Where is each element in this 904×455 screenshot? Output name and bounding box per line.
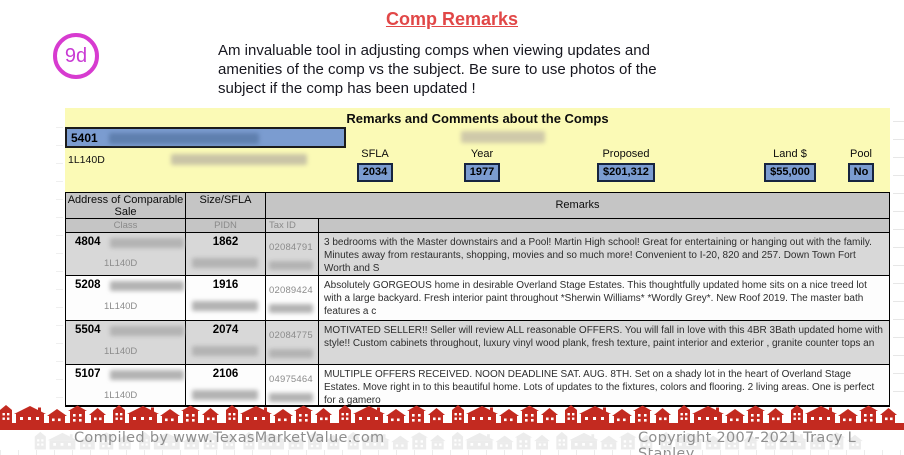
redacted-legal-description — [171, 154, 307, 165]
field-land-value[interactable]: $55,000 — [764, 163, 816, 182]
panel-title: Remarks and Comments about the Comps — [346, 111, 609, 126]
field-proposed-value[interactable]: $201,312 — [597, 163, 655, 182]
redacted-street-name — [110, 326, 184, 336]
step-badge-label: 9d — [64, 44, 88, 67]
address-number: 5107 — [75, 368, 101, 380]
size-value: 1916 — [212, 279, 239, 291]
field-pool-value[interactable]: No — [847, 163, 875, 182]
field-sfla: SFLA 2034 — [327, 148, 423, 182]
step-badge: 9d — [53, 33, 99, 79]
cell-remarks: MULTIPLE OFFERS RECEIVED. NOON DEADLINE … — [324, 369, 875, 406]
field-sfla-value[interactable]: 2034 — [356, 163, 394, 182]
cell-tax-id: 02089424 — [266, 276, 319, 320]
spreadsheet-gridlines-bottom — [0, 450, 904, 455]
address-number: 5208 — [75, 279, 101, 291]
subheader-pidn: PIDN — [186, 219, 266, 232]
table-row[interactable]: 5208 1L140D 1916 02089424 Absolutely GOR… — [66, 276, 889, 321]
cell-size: 1862 — [186, 233, 266, 275]
cell-address: 5208 1L140D — [66, 276, 186, 320]
size-value: 1862 — [212, 236, 239, 248]
comps-table: Address of Comparable Sale Size/SFLA Rem… — [65, 192, 890, 407]
subject-address-cell[interactable]: 5401 — [65, 127, 346, 148]
subheader-spacer — [319, 219, 889, 232]
cell-remarks: Absolutely GORGEOUS home in desirable Ov… — [324, 280, 867, 317]
intro-paragraph: Am invaluable tool in adjusting comps wh… — [218, 42, 657, 97]
cell-remarks: 3 bedrooms with the Master downstairs an… — [324, 237, 872, 274]
cell-size: 2106 — [186, 365, 266, 407]
table-row[interactable]: 4804 1L140D 1862 02084791 3 bedrooms wit… — [66, 233, 889, 276]
size-value: 2106 — [212, 368, 239, 380]
redacted-pidn — [192, 390, 258, 400]
cell-remarks: MOTIVATED SELLER!! Seller will review AL… — [324, 325, 883, 349]
cell-size: 2074 — [186, 321, 266, 364]
cell-address: 5504 1L140D — [66, 321, 186, 364]
subject-house-number: 5401 — [71, 130, 98, 145]
spreadsheet-gridlines-right — [893, 104, 904, 402]
spreadsheet-gridlines-left — [56, 110, 63, 400]
redacted-pidn — [192, 346, 258, 356]
page-title: Comp Remarks — [385, 9, 519, 29]
subheader-tax-id: Tax ID — [266, 219, 319, 232]
subject-panel: Remarks and Comments about the Comps 540… — [65, 108, 890, 192]
header-remarks: Remarks — [555, 199, 600, 211]
address-number: 5504 — [75, 324, 101, 336]
redacted-number — [269, 393, 313, 402]
footer-compiled-by: Compiled by www.TexasMarketValue.com — [74, 430, 385, 446]
cell-address: 4804 1L140D — [66, 233, 186, 275]
tax-id-value: 04975464 — [269, 374, 313, 385]
redacted-number — [269, 349, 313, 358]
table-row[interactable]: 5504 1L140D 2074 02084775 MOTIVATED SELL… — [66, 321, 889, 365]
table-header-row: Address of Comparable Sale Size/SFLA Rem… — [66, 193, 889, 219]
tax-id-value: 02084791 — [269, 242, 313, 253]
field-proposed-label: Proposed — [602, 148, 650, 160]
field-pool-label: Pool — [849, 148, 873, 160]
field-land-label: Land $ — [773, 148, 807, 160]
redacted-street-name — [110, 370, 184, 380]
cell-size: 1916 — [186, 276, 266, 320]
class-code: 1L140D — [104, 346, 138, 357]
tax-id-value: 02089424 — [269, 285, 313, 296]
table-subheader-row: Class PIDN Tax ID — [66, 219, 889, 233]
field-land: Land $ $55,000 — [742, 148, 838, 182]
redacted-pidn — [192, 301, 258, 311]
redacted-street-name — [110, 238, 184, 248]
field-proposed: Proposed $201,312 — [578, 148, 674, 182]
field-sfla-label: SFLA — [361, 148, 389, 160]
table-row[interactable]: 5107 1L140D 2106 04975464 MULTIPLE OFFER… — [66, 365, 889, 407]
field-year: Year 1977 — [434, 148, 530, 182]
houses-border-graphic — [0, 405, 904, 430]
class-code: 1L140D — [104, 258, 138, 269]
size-value: 2074 — [212, 324, 239, 336]
header-size: Size/SFLA — [186, 193, 266, 218]
redacted-pidn — [192, 258, 258, 268]
cell-tax-id: 02084791 — [266, 233, 319, 275]
redacted-number — [269, 304, 313, 313]
redacted-street-name — [110, 281, 184, 291]
subject-class-code: 1L140D — [68, 154, 105, 166]
subheader-class: Class — [66, 219, 186, 232]
cell-tax-id: 02084775 — [266, 321, 319, 364]
tax-id-value: 02084775 — [269, 330, 313, 341]
class-code: 1L140D — [104, 390, 138, 401]
redacted-account-number — [461, 131, 545, 143]
field-year-value[interactable]: 1977 — [463, 163, 501, 182]
address-number: 4804 — [75, 236, 101, 248]
redacted-number — [269, 261, 313, 270]
redacted-street-name — [109, 133, 259, 144]
cell-address: 5107 1L140D — [66, 365, 186, 407]
field-year-label: Year — [470, 148, 494, 160]
header-address: Address of Comparable Sale — [66, 193, 186, 218]
field-pool: Pool No — [813, 148, 904, 182]
cell-tax-id: 04975464 — [266, 365, 319, 407]
class-code: 1L140D — [104, 301, 138, 312]
